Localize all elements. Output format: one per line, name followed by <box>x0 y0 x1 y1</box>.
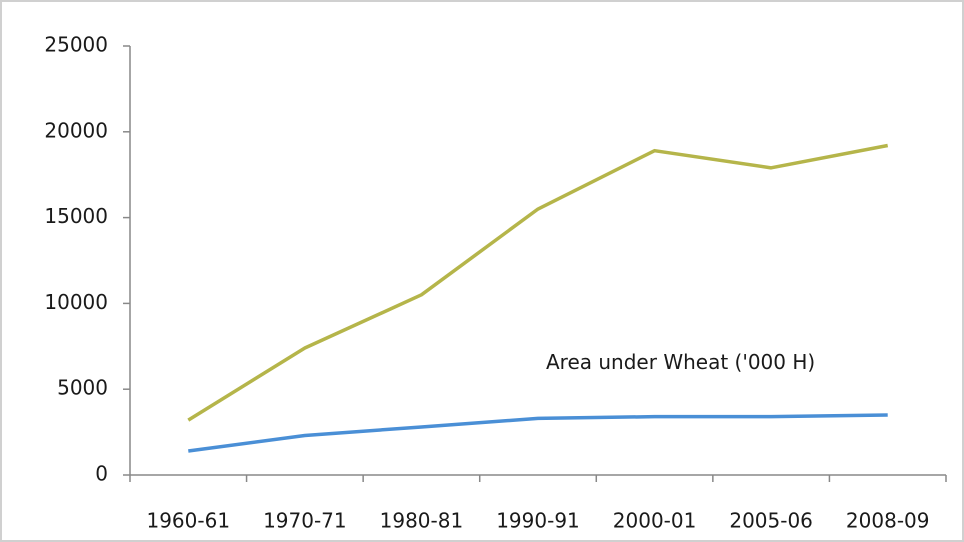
x-tick-label: 1980-81 <box>380 509 464 533</box>
x-tick-label: 1960-61 <box>146 509 230 533</box>
y-tick-label: 20000 <box>44 118 108 142</box>
x-tick-label: 1970-71 <box>263 509 347 533</box>
y-tick-label: 25000 <box>44 33 108 57</box>
x-tick-label: 1990-91 <box>496 509 580 533</box>
y-tick-label: 5000 <box>57 376 108 400</box>
x-tick-label: 2000-01 <box>613 509 697 533</box>
y-tick-label: 0 <box>95 462 108 486</box>
y-tick-label: 10000 <box>44 290 108 314</box>
y-tick-label: 15000 <box>44 204 108 228</box>
series-line <box>187 143 889 422</box>
series-label: Area under Wheat ('000 H) <box>546 350 815 374</box>
x-tick-label: 2005-06 <box>729 509 813 533</box>
x-tick-label: 2008-09 <box>846 509 930 533</box>
series-line <box>188 413 888 453</box>
